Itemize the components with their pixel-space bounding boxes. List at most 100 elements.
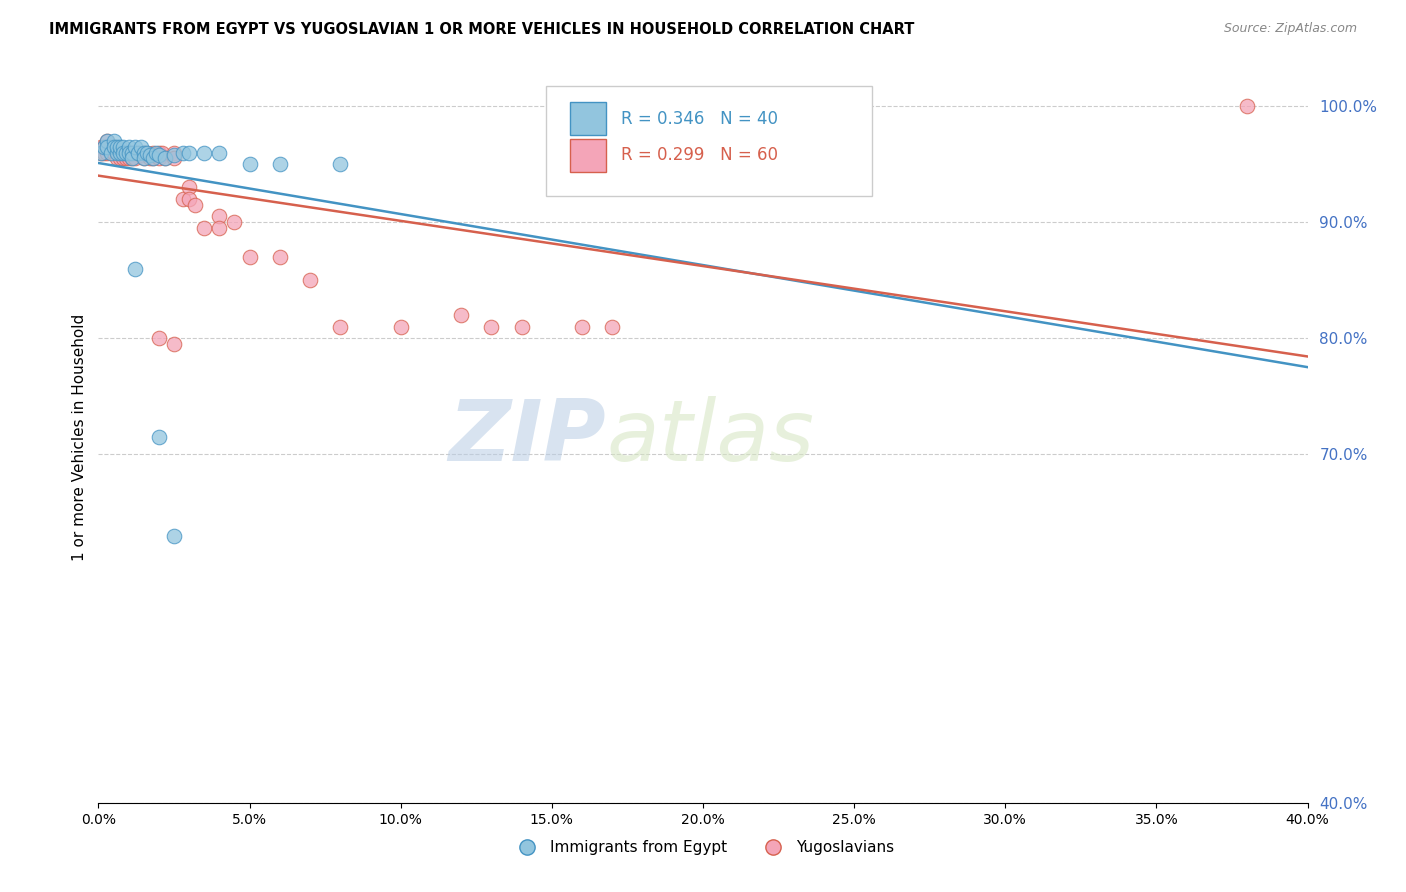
Point: [193, 221, 215, 235]
Point: [481, 319, 503, 334]
Bar: [569, 103, 606, 136]
Text: ZIP: ZIP: [449, 395, 606, 479]
Point: [90, 140, 112, 154]
Point: [142, 152, 165, 166]
Point: [105, 140, 128, 154]
Text: IMMIGRANTS FROM EGYPT VS YUGOSLAVIAN 1 OR MORE VEHICLES IN HOUSEHOLD CORRELATION: IMMIGRANTS FROM EGYPT VS YUGOSLAVIAN 1 O…: [49, 22, 914, 37]
Point: [329, 157, 352, 171]
Point: [269, 157, 291, 171]
Point: [129, 140, 152, 154]
Point: [1236, 99, 1258, 113]
Point: [450, 308, 472, 322]
Point: [108, 140, 131, 154]
Text: R = 0.346   N = 40: R = 0.346 N = 40: [621, 110, 778, 128]
Point: [118, 145, 141, 160]
Point: [132, 152, 155, 166]
Point: [100, 145, 122, 160]
Point: [111, 152, 134, 166]
Point: [163, 337, 186, 351]
Point: [127, 145, 149, 160]
Point: [124, 152, 146, 166]
Point: [193, 145, 215, 160]
Point: [163, 148, 186, 162]
Point: [602, 319, 624, 334]
Point: [299, 273, 322, 287]
Point: [124, 145, 146, 160]
Point: [208, 221, 231, 235]
Point: [103, 145, 125, 160]
Point: [163, 145, 186, 160]
Point: [269, 250, 291, 264]
Point: [96, 145, 118, 160]
Point: [100, 140, 122, 154]
Point: [105, 152, 128, 166]
Text: R = 0.299   N = 60: R = 0.299 N = 60: [621, 146, 778, 164]
Point: [239, 157, 262, 171]
Point: [132, 145, 155, 160]
Point: [96, 140, 118, 154]
Text: atlas: atlas: [606, 395, 814, 479]
Point: [108, 152, 131, 166]
Point: [179, 180, 201, 194]
Point: [389, 319, 412, 334]
Point: [105, 145, 128, 160]
Point: [135, 145, 157, 160]
Point: [127, 145, 149, 160]
Point: [184, 198, 207, 212]
Point: [111, 145, 134, 160]
Point: [121, 152, 143, 166]
Point: [172, 145, 194, 160]
Point: [142, 145, 165, 160]
Point: [148, 430, 170, 444]
Point: [179, 192, 201, 206]
Legend: Immigrants from Egypt, Yugoslavians: Immigrants from Egypt, Yugoslavians: [506, 834, 900, 861]
Point: [108, 145, 131, 160]
Point: [129, 148, 152, 162]
Point: [163, 529, 186, 543]
Point: [108, 145, 131, 160]
Point: [172, 192, 194, 206]
Point: [114, 145, 136, 160]
Point: [90, 145, 112, 160]
Point: [103, 140, 125, 154]
Point: [93, 145, 115, 160]
Point: [148, 331, 170, 345]
Point: [163, 152, 186, 166]
Point: [150, 145, 173, 160]
Point: [121, 152, 143, 166]
Point: [139, 148, 162, 162]
Point: [114, 145, 136, 160]
Point: [571, 319, 593, 334]
Point: [96, 134, 118, 148]
Point: [90, 145, 112, 160]
Point: [153, 152, 176, 166]
Point: [93, 140, 115, 154]
Point: [135, 145, 157, 160]
Point: [111, 140, 134, 154]
Point: [510, 319, 533, 334]
Point: [93, 140, 115, 154]
Point: [96, 134, 118, 148]
Point: [103, 140, 125, 154]
Point: [239, 250, 262, 264]
Bar: [569, 139, 606, 172]
Point: [208, 210, 231, 224]
Point: [121, 145, 143, 160]
Point: [103, 134, 125, 148]
Y-axis label: 1 or more Vehicles in Household: 1 or more Vehicles in Household: [72, 313, 87, 561]
Point: [153, 152, 176, 166]
Point: [124, 261, 146, 276]
FancyBboxPatch shape: [546, 86, 872, 195]
Point: [145, 145, 167, 160]
Point: [139, 152, 162, 166]
Point: [142, 152, 165, 166]
Point: [114, 152, 136, 166]
Point: [132, 152, 155, 166]
Point: [148, 148, 170, 162]
Point: [224, 215, 246, 229]
Point: [208, 145, 231, 160]
Point: [100, 145, 122, 160]
Point: [132, 145, 155, 160]
Text: Source: ZipAtlas.com: Source: ZipAtlas.com: [1223, 22, 1357, 36]
Point: [105, 145, 128, 160]
